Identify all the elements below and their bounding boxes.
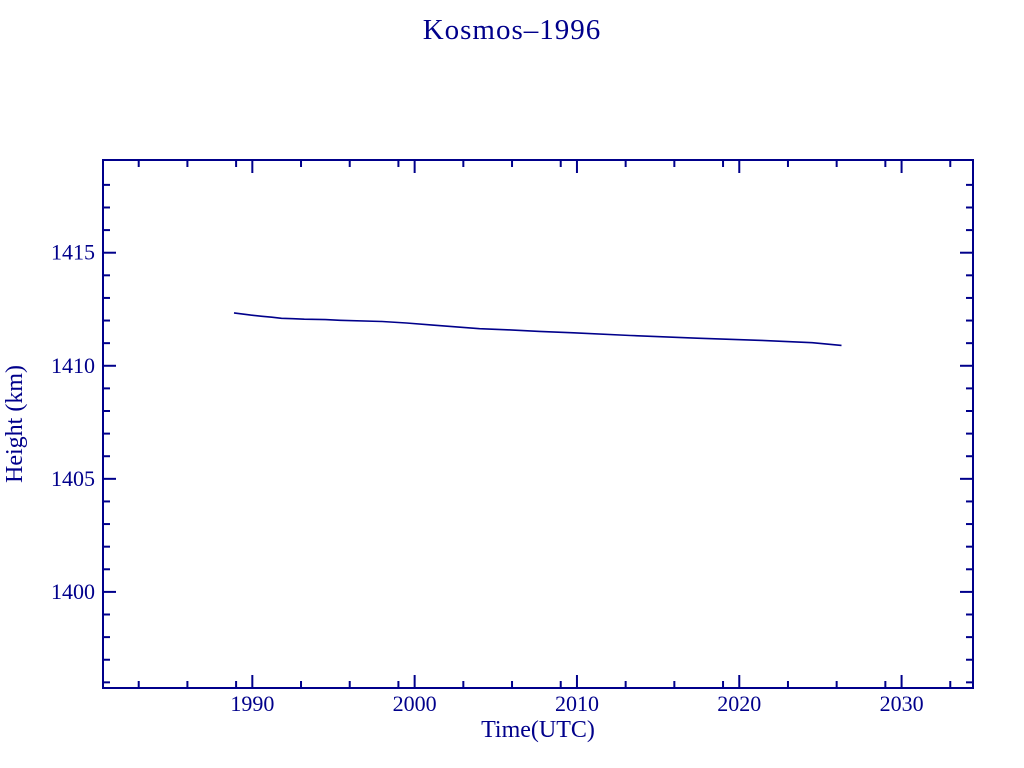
x-tick-label: 2030: [880, 691, 924, 716]
x-axis-label: Time(UTC): [481, 717, 595, 743]
data-line-height: [233, 312, 842, 347]
plot-frame: [102, 159, 974, 689]
axis-ticks: [103, 160, 973, 688]
y-tick-label: 1415: [51, 240, 95, 265]
x-tick-label: 2010: [555, 691, 599, 716]
y-tick-label: 1400: [51, 579, 95, 604]
y-tick-label: 1405: [51, 466, 95, 491]
x-tick-label: 2000: [393, 691, 437, 716]
y-axis-label: Height (km): [2, 365, 28, 483]
chart-title: Kosmos–1996: [423, 14, 602, 46]
axis-tick-labels: 1990 2000 2010 2020 2030 1400 1405 1410 1415: [51, 240, 924, 716]
y-tick-label: 1410: [51, 353, 95, 378]
x-tick-label: 1990: [230, 691, 274, 716]
x-tick-label: 2020: [717, 691, 761, 716]
